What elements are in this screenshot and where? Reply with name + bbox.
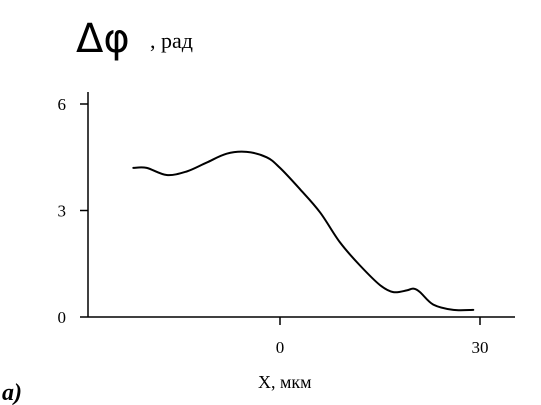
x-axis-label: X, мкм (258, 372, 312, 392)
series-line (132, 150, 475, 312)
y-tick-label: 3 (58, 202, 67, 221)
panel-label: а) (2, 380, 22, 405)
y-tick-label: 6 (58, 95, 67, 114)
x-tick-label: 30 (472, 338, 489, 357)
y-axis-symbol: Δφ (76, 16, 130, 62)
y-axis-unit: , рад (150, 28, 193, 53)
y-tick-label: 0 (58, 308, 67, 327)
x-tick-label: 0 (276, 338, 285, 357)
